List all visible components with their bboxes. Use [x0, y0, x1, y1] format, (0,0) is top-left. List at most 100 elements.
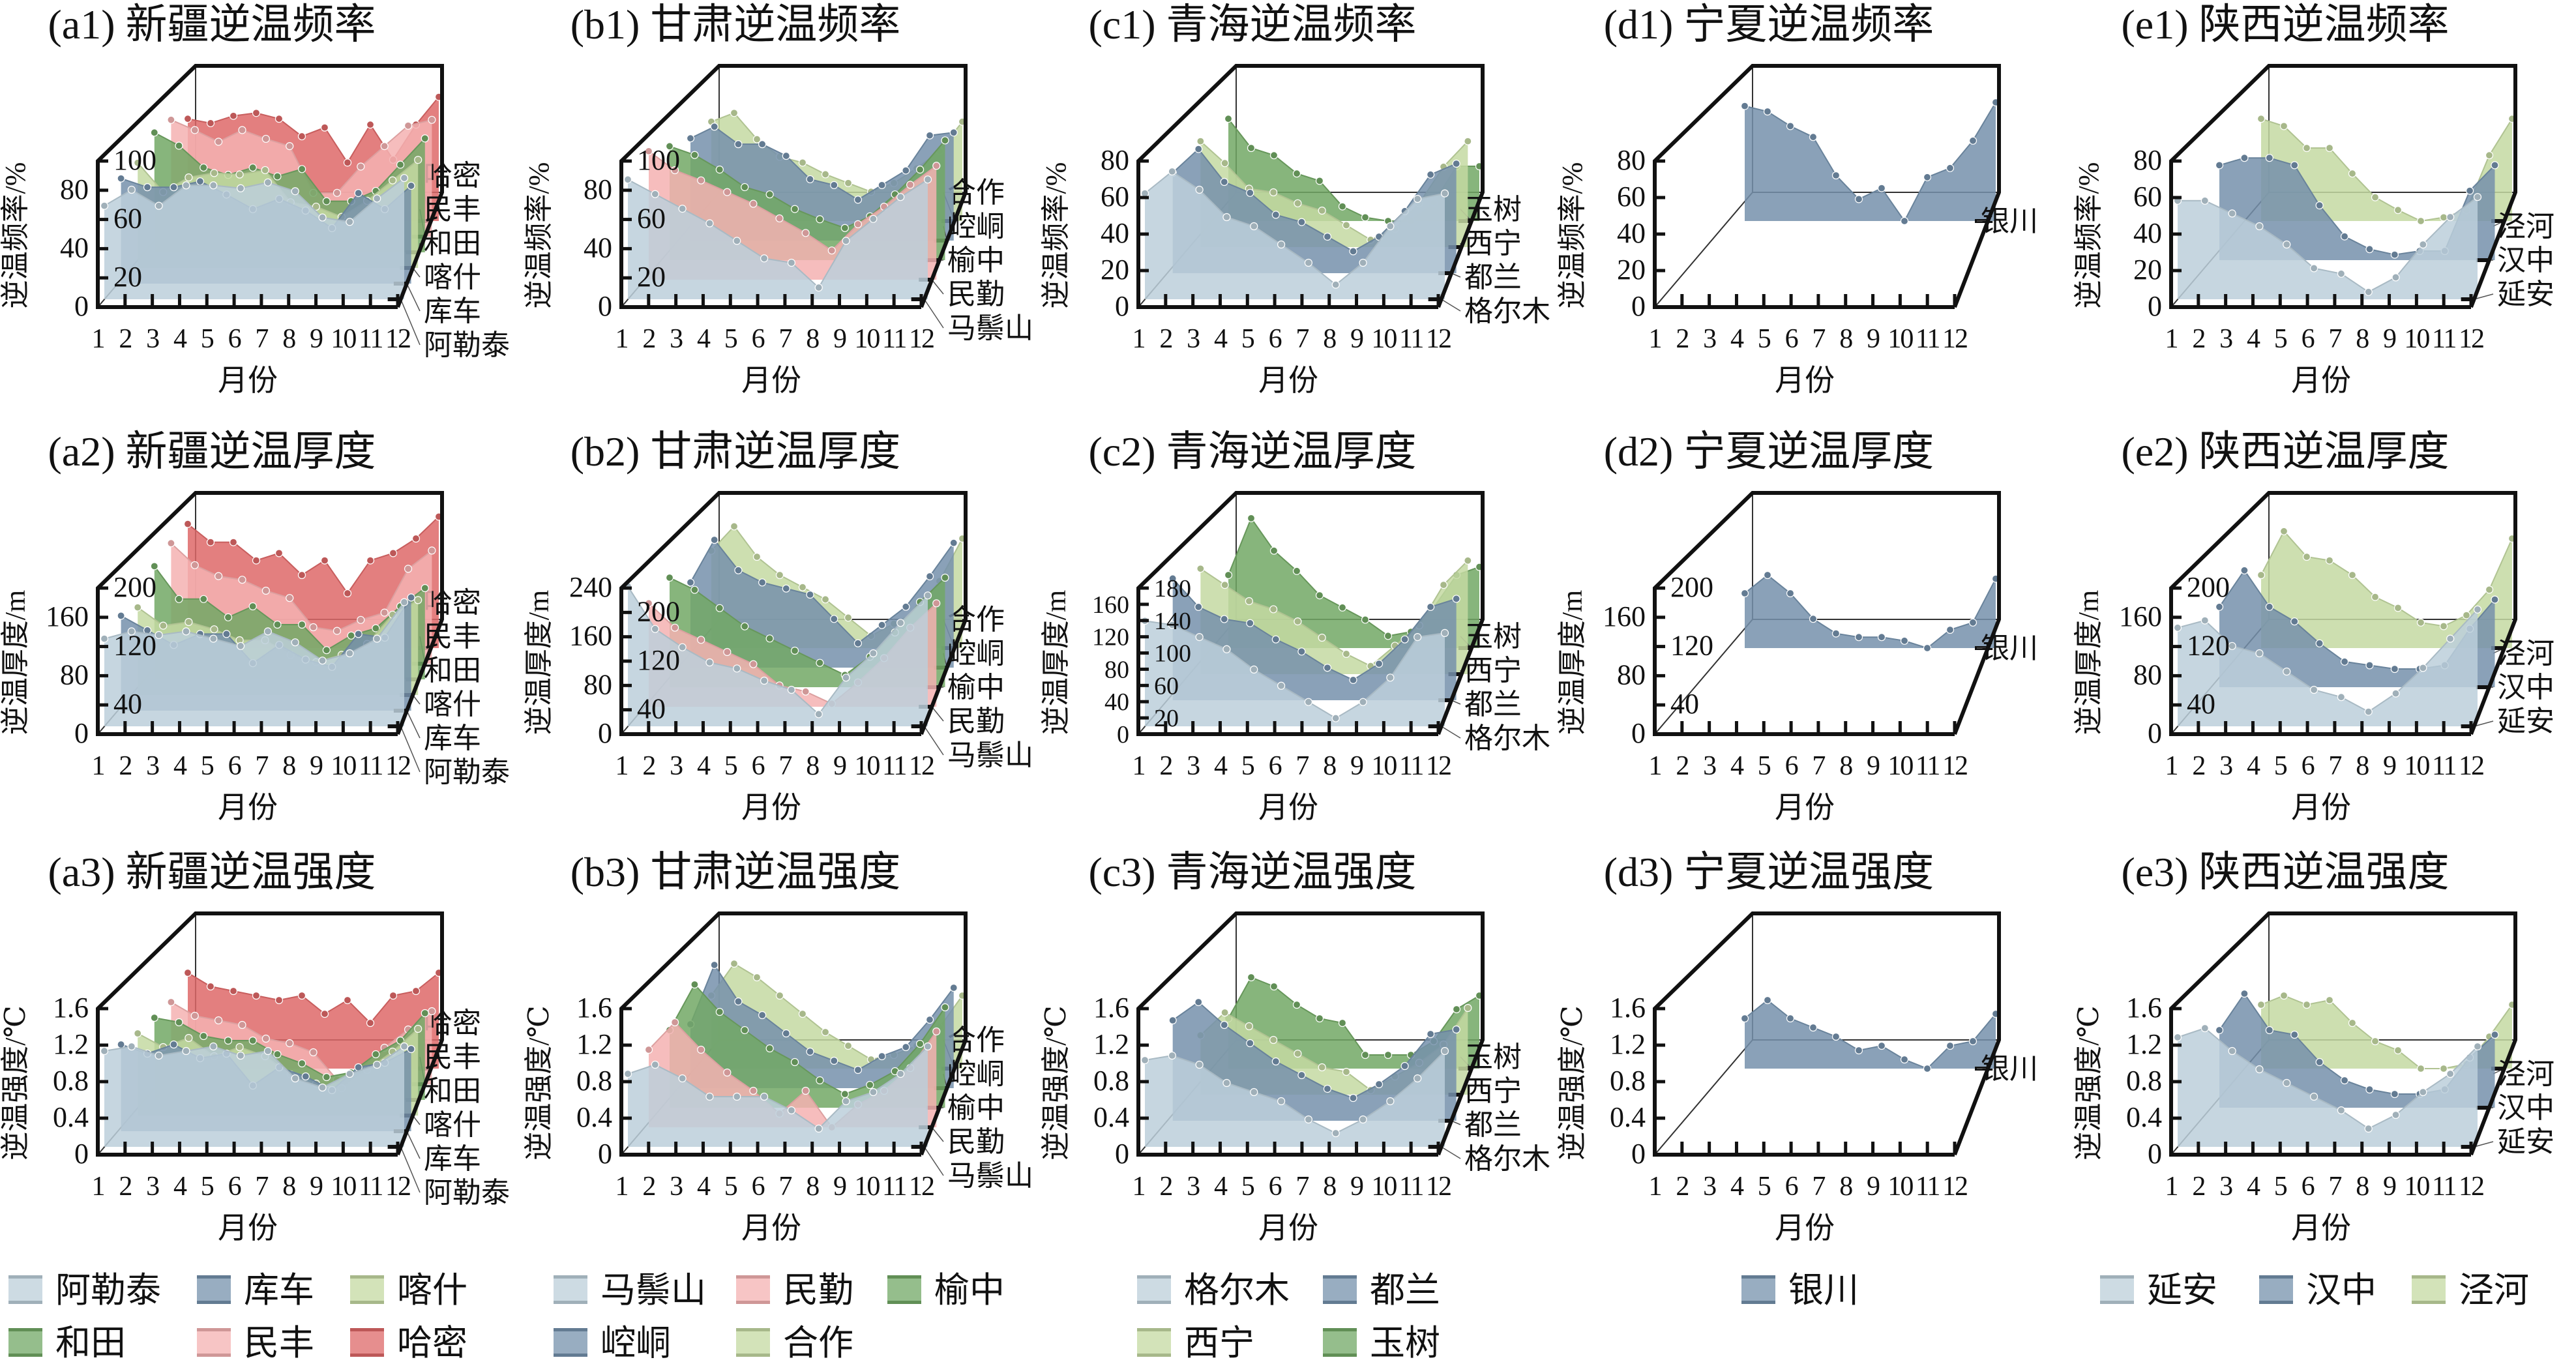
data-point	[869, 1088, 878, 1097]
data-point	[2215, 1026, 2224, 1035]
x-tick-label: 5	[1241, 1172, 1254, 1202]
x-tick-label: 11	[1399, 1172, 1423, 1202]
data-point	[2416, 216, 2425, 226]
series-leader-line	[1441, 1146, 1461, 1159]
y-tick-label: 200	[113, 571, 156, 603]
data-point	[1221, 1008, 1229, 1017]
data-point	[1464, 1003, 1472, 1013]
y-axis-label: 逆温强度/℃	[2073, 1005, 2105, 1160]
chart-title: (c2) 青海逆温厚度	[1088, 428, 1416, 475]
data-point	[686, 578, 695, 587]
data-point	[2371, 193, 2380, 201]
y-tick-label: 0	[74, 290, 89, 322]
x-tick-label: 5	[2274, 751, 2287, 781]
legend-item-榆中: 榆中	[887, 1271, 1005, 1310]
data-point	[238, 576, 246, 584]
data-point	[623, 175, 632, 184]
data-point	[236, 184, 245, 192]
series-line	[104, 602, 405, 662]
data-point	[1292, 567, 1301, 575]
series-leader-line	[924, 1146, 944, 1176]
legend-item-哈密: 哈密	[350, 1324, 467, 1362]
data-point	[1294, 199, 1302, 207]
data-point	[806, 175, 814, 184]
series-label: 和田	[424, 228, 481, 259]
data-point	[1245, 597, 1253, 606]
data-point	[1831, 1032, 1841, 1041]
y-tick-label: 60	[1101, 181, 1129, 213]
y-tick-label: 120	[113, 630, 156, 662]
data-point	[1292, 1000, 1301, 1009]
x-axis-label: 月份	[2291, 364, 2351, 397]
data-point	[2439, 1064, 2448, 1073]
chart-title: (a2) 新疆逆温厚度	[48, 428, 376, 475]
frame-outline	[619, 911, 968, 1156]
data-point	[373, 1060, 381, 1069]
data-point	[1331, 714, 1340, 722]
x-tick-label: 11	[2432, 324, 2455, 354]
x-tick-label: 9	[1867, 1172, 1880, 1202]
data-point	[734, 566, 743, 574]
data-point	[853, 196, 863, 204]
x-tick-label: 10	[331, 324, 356, 354]
x-tick-label: 11	[2432, 1172, 2455, 1202]
y-axis-label: 逆温强度/℃	[1556, 1005, 1588, 1160]
data-point	[760, 254, 769, 263]
data-point	[814, 1124, 823, 1133]
data-point	[100, 1046, 109, 1056]
series-area	[1228, 119, 1479, 221]
y-tick-label: 20	[1101, 254, 1129, 286]
legend-label: 民勤	[783, 1271, 853, 1310]
data-point	[925, 572, 934, 581]
chart-title: (e1) 陕西逆温频率	[2121, 1, 2449, 48]
y-tick-label: 0	[598, 290, 612, 322]
data-point	[1740, 102, 1749, 110]
x-tick-label: 4	[2247, 751, 2260, 781]
data-point	[730, 109, 739, 117]
y-tick-label: 40	[60, 231, 89, 263]
data-point	[318, 657, 327, 665]
y-tick-label: 80	[1617, 659, 1646, 690]
y-tick-label: 1.2	[576, 1028, 612, 1060]
data-point	[2173, 623, 2182, 632]
data-point	[236, 642, 245, 650]
y-tick-label: 100	[1154, 640, 1191, 668]
data-point	[298, 165, 306, 173]
series-line	[170, 542, 433, 632]
data-point	[671, 166, 679, 175]
series-line	[627, 179, 928, 289]
data-point	[273, 1050, 282, 1059]
y-tick-label: 120	[1670, 630, 1713, 662]
data-point	[298, 1059, 306, 1068]
series-label: 民勤	[947, 705, 1005, 737]
series-leader-line	[931, 706, 944, 722]
data-point	[1220, 177, 1228, 186]
x-tick-label: 11	[1399, 324, 1423, 354]
x-tick-label: 7	[255, 751, 268, 781]
y-tick-label: 1.2	[2126, 1028, 2162, 1060]
x-tick-label: 1	[615, 751, 628, 781]
legend-label: 马鬃山	[600, 1271, 706, 1310]
data-point	[2265, 602, 2273, 611]
data-point	[1269, 546, 1279, 555]
data-point	[1168, 574, 1177, 583]
data-point	[651, 190, 659, 198]
legend-swatch-edge	[2259, 1301, 2293, 1304]
data-point	[1269, 982, 1279, 991]
data-point	[421, 134, 429, 143]
data-point	[175, 1018, 183, 1027]
data-point	[1250, 222, 1258, 231]
data-point	[2348, 570, 2357, 580]
legend-swatch-edge	[8, 1328, 42, 1331]
data-point	[235, 170, 244, 179]
x-tick-label: 11	[882, 324, 906, 354]
legend-swatch	[8, 1328, 42, 1357]
data-point	[1386, 222, 1395, 231]
y-tick-label: 40	[1104, 688, 1129, 716]
legend-swatch	[2412, 1275, 2446, 1304]
x-tick-label: 2	[1159, 324, 1172, 354]
data-point	[346, 1069, 354, 1078]
data-point	[206, 982, 215, 991]
x-tick-label: 3	[670, 1172, 683, 1202]
